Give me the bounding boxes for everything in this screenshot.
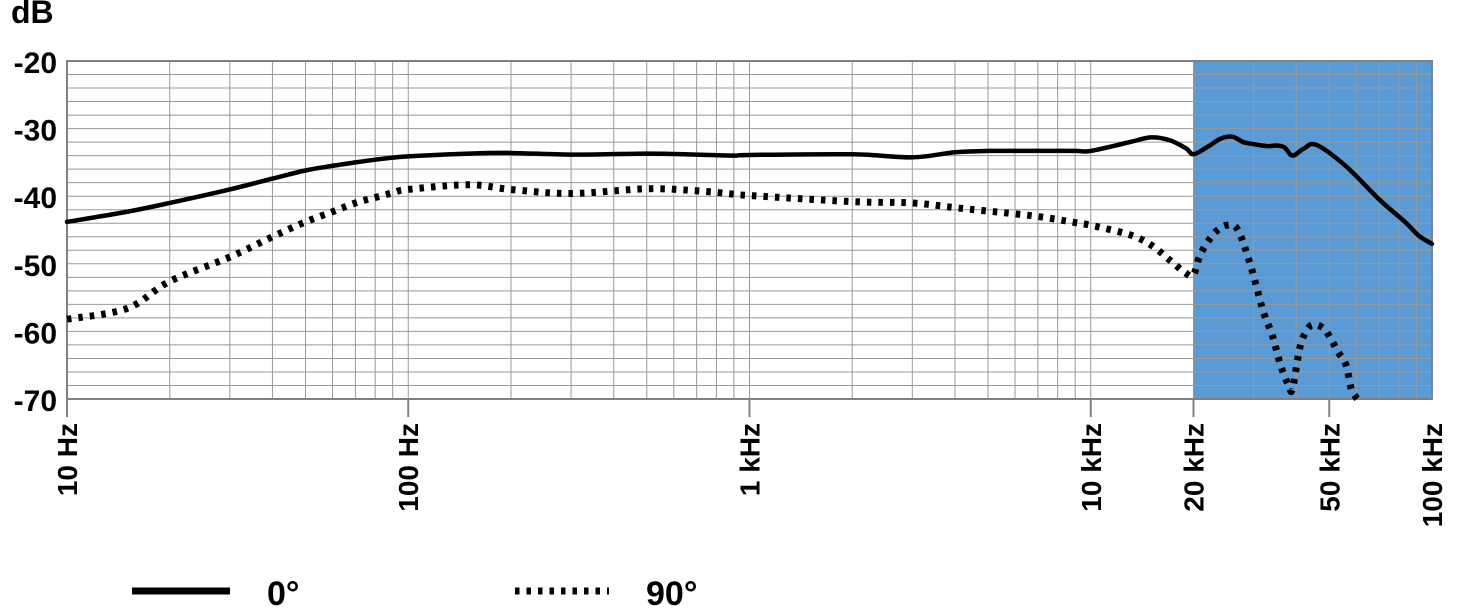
svg-text:100 Hz: 100 Hz [393, 423, 424, 512]
svg-text:0°: 0° [267, 575, 300, 606]
svg-text:20 kHz: 20 kHz [1179, 423, 1210, 512]
svg-text:-40: -40 [14, 182, 57, 215]
svg-text:-50: -50 [14, 250, 57, 283]
svg-text:100 kHz: 100 kHz [1417, 423, 1448, 527]
svg-text:-70: -70 [14, 385, 57, 418]
svg-text:50 kHz: 50 kHz [1314, 423, 1345, 512]
svg-text:10 Hz: 10 Hz [52, 423, 83, 496]
svg-text:1 kHz: 1 kHz [735, 423, 766, 496]
svg-text:90°: 90° [646, 575, 697, 606]
svg-text:10 kHz: 10 kHz [1076, 423, 1107, 512]
svg-text:dB: dB [11, 0, 54, 30]
svg-text:-20: -20 [14, 47, 57, 80]
svg-text:-60: -60 [14, 317, 57, 350]
svg-text:-30: -30 [14, 115, 57, 148]
